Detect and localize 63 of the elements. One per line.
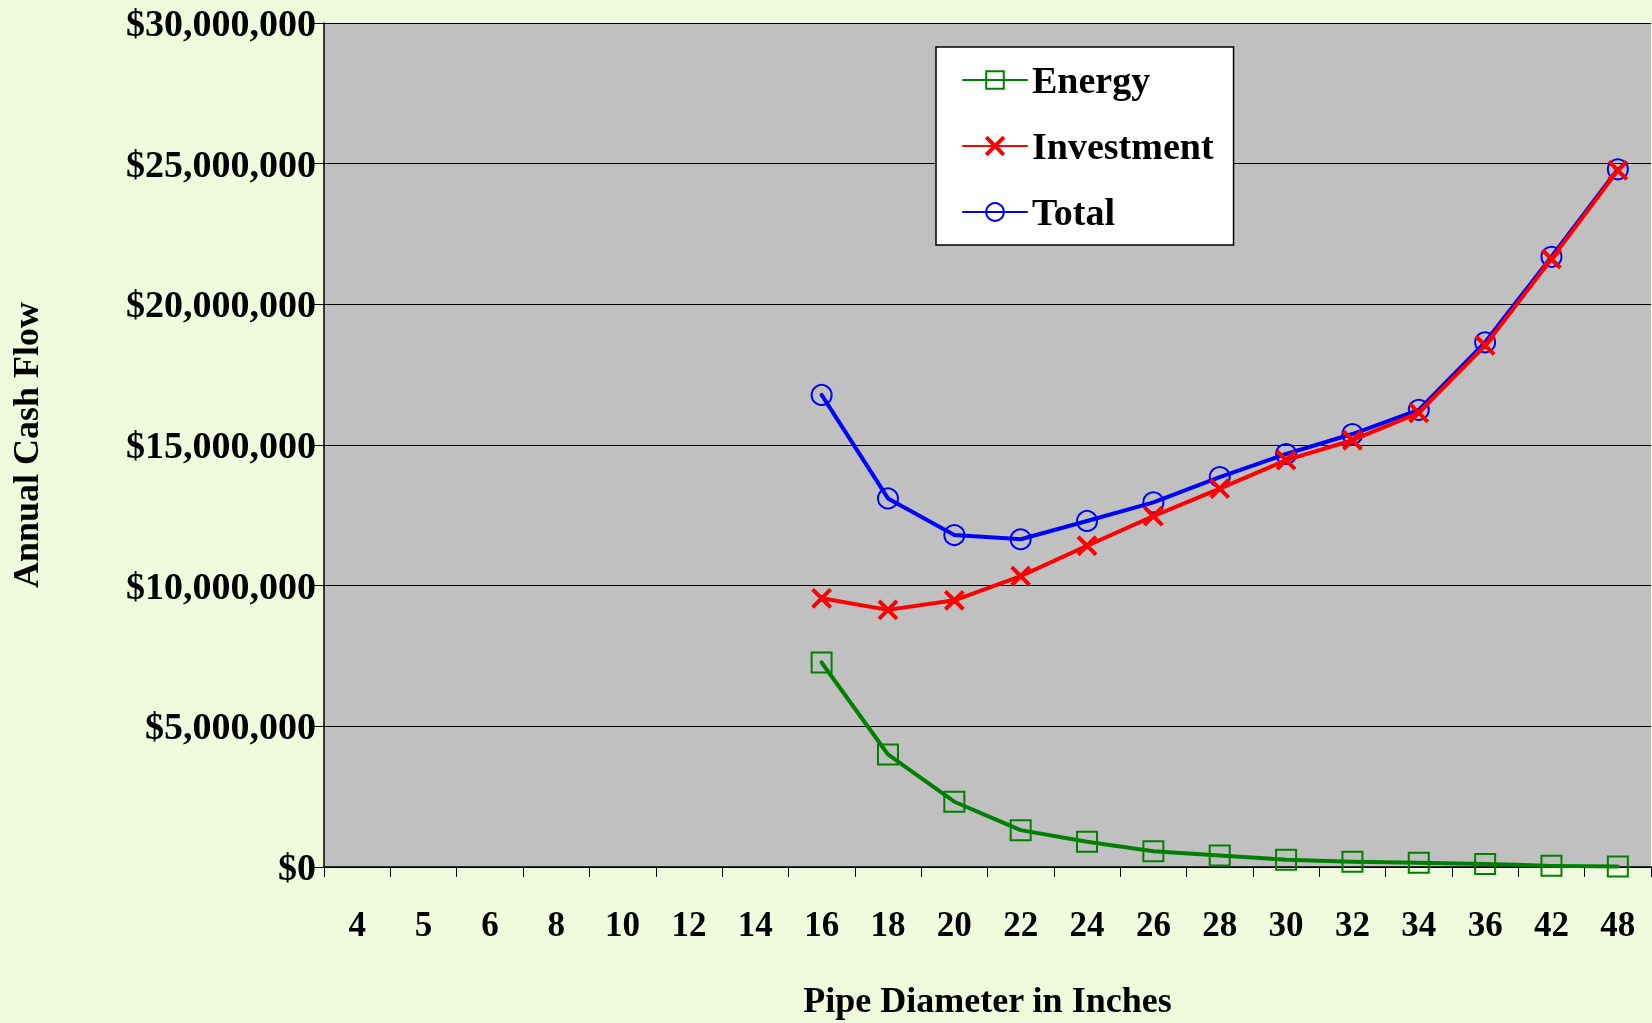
point — [1342, 430, 1363, 451]
legend-label: Total — [1032, 191, 1116, 233]
y-axis-title: Annual Cash Flow — [6, 301, 46, 589]
point — [1208, 466, 1231, 489]
legend-label: Energy — [1032, 59, 1151, 101]
point — [1540, 854, 1563, 877]
y-tick-label: $0 — [278, 846, 316, 888]
point — [877, 599, 898, 620]
x-tick-label: 48 — [1600, 905, 1636, 944]
x-tick-label: 14 — [737, 905, 773, 944]
y-tick-label: $20,000,000 — [126, 283, 316, 326]
x-tick-label: 18 — [870, 905, 906, 944]
x-tick-label: 12 — [671, 905, 707, 944]
point — [943, 790, 966, 813]
point — [876, 743, 899, 766]
x-tick-label: 20 — [936, 905, 972, 944]
x-axis-title: Pipe Diameter in Inches — [803, 980, 1172, 1020]
point — [1077, 535, 1098, 556]
x-tick-label: 22 — [1003, 905, 1039, 944]
point — [1143, 506, 1164, 527]
legend-label: Investment — [1032, 125, 1214, 167]
x-tick-label: 16 — [804, 905, 840, 944]
x-tick-label: 36 — [1467, 905, 1503, 944]
y-tick-label: $5,000,000 — [145, 705, 316, 748]
x-tick-label: 10 — [605, 905, 641, 944]
x-tick-label: 42 — [1533, 905, 1569, 944]
x-tick-label: 34 — [1401, 905, 1437, 944]
x-tick-label: 6 — [481, 905, 499, 944]
point — [944, 590, 965, 611]
x-tick-label: 24 — [1069, 905, 1105, 944]
point — [1341, 423, 1364, 446]
point — [1009, 819, 1032, 842]
point — [1275, 443, 1298, 465]
x-tick-label: 30 — [1268, 905, 1304, 944]
point — [1407, 851, 1430, 874]
point — [1276, 450, 1297, 471]
point — [810, 383, 833, 406]
point — [943, 524, 966, 547]
point — [810, 651, 833, 674]
point — [1142, 840, 1165, 863]
x-tick-label: 28 — [1202, 905, 1238, 944]
point — [1208, 844, 1231, 867]
y-tick-label: $10,000,000 — [126, 564, 316, 607]
point — [1076, 830, 1099, 853]
y-tick-label: $30,000,000 — [126, 2, 316, 44]
x-tick-label: 8 — [547, 905, 565, 944]
point — [1275, 848, 1298, 871]
point — [1606, 855, 1629, 878]
y-tick-label: $25,000,000 — [126, 142, 316, 185]
point — [1076, 509, 1099, 532]
point — [1341, 850, 1364, 873]
point — [1010, 566, 1031, 587]
x-tick-label: 4 — [348, 905, 366, 944]
x-tick-label: 26 — [1135, 905, 1171, 944]
x-tick-label: 5 — [414, 905, 433, 944]
point — [1009, 528, 1032, 551]
point — [811, 588, 832, 609]
point — [1142, 491, 1165, 514]
point — [877, 487, 899, 510]
point — [1474, 852, 1497, 875]
x-tick-label: 32 — [1334, 905, 1370, 944]
y-tick-label: $15,000,000 — [126, 424, 316, 466]
point — [1209, 478, 1230, 499]
